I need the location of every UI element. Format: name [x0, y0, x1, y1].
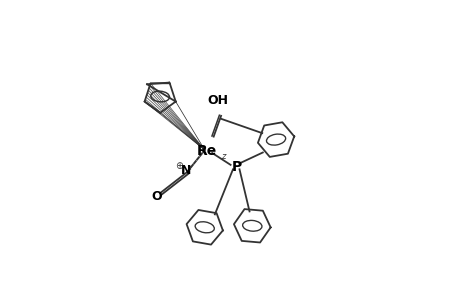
Text: OH: OH	[207, 94, 228, 107]
Text: z: z	[187, 164, 190, 170]
Text: Re: Re	[196, 145, 217, 158]
Text: ⊕: ⊕	[175, 161, 183, 171]
Text: P: P	[231, 160, 241, 174]
Text: O: O	[151, 190, 162, 203]
Text: z: z	[221, 152, 225, 161]
Text: N: N	[181, 164, 191, 177]
